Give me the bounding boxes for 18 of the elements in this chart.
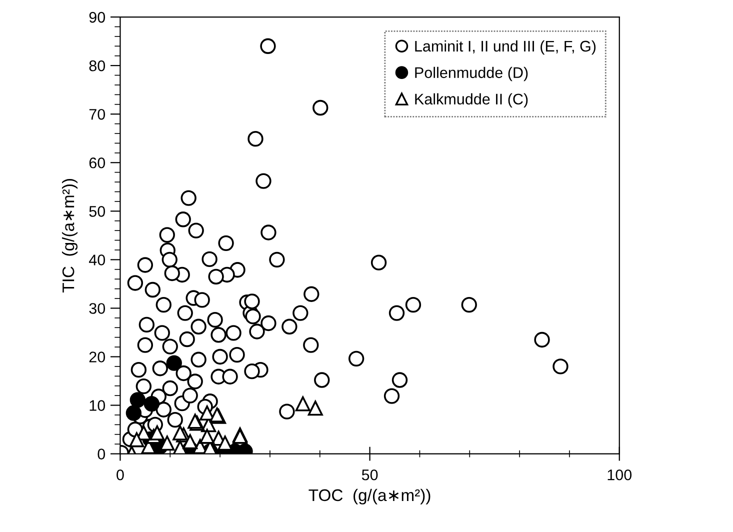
x-tick-label: 100 <box>608 469 632 480</box>
y-tick-label: 50 <box>89 206 106 217</box>
legend-label: Kalkmudde II (C) <box>415 93 528 108</box>
x-axis-title: TOC (g/(a∗m²)) <box>308 488 430 504</box>
x-tick-label: 50 <box>362 469 378 480</box>
y-tick-label: 90 <box>89 12 106 23</box>
y-axis-title: TIC (g/(a∗m²)) <box>62 179 78 292</box>
y-tick-label: 10 <box>90 400 106 411</box>
y-tick-label: 20 <box>89 352 106 362</box>
x-tick-label: 0 <box>116 469 124 480</box>
y-tick-label: 30 <box>89 303 106 314</box>
y-tick-label: 40 <box>88 254 106 266</box>
legend-label: Pollenmudde (D) <box>415 66 528 82</box>
y-tick-label: 70 <box>89 108 106 120</box>
y-tick-label: 0 <box>98 448 106 460</box>
y-tick-label: 80 <box>89 60 106 72</box>
legend-label: Laminit I, II und III (E, F, G) <box>415 40 596 55</box>
y-tick-label: 60 <box>89 157 106 168</box>
